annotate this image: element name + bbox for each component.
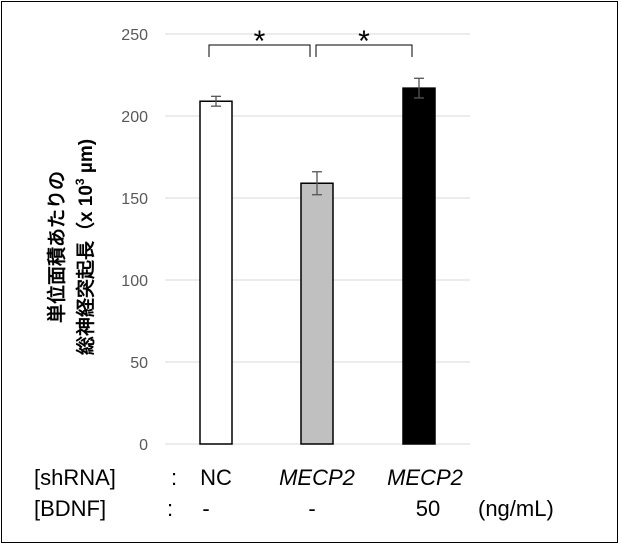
shrna-value-mecp2-bdnf: MECP2: [387, 465, 463, 490]
y-axis-label-line1: 単位面積あたりの: [45, 171, 68, 323]
bdnf-row: [BDNF] : - - 50 (ng/mL): [34, 496, 554, 521]
bars: [199, 87, 436, 445]
bdnf-value-3: 50: [416, 496, 440, 521]
y-tick-label-50: 50: [130, 355, 148, 372]
y-tick-label-0: 0: [139, 437, 148, 454]
significance-bracket-1: [208, 44, 311, 57]
y-tick-label-100: 100: [121, 273, 148, 290]
bar-1: [199, 100, 233, 445]
shrna-value-nc: NC: [200, 465, 232, 490]
bdnf-value-1: -: [202, 496, 209, 521]
y-axis-label-line2: 総神経突起長（x 103 µm): [73, 139, 97, 355]
bdnf-unit: (ng/mL): [478, 496, 554, 521]
bdnf-colon: :: [167, 496, 173, 521]
shrna-colon: :: [171, 465, 177, 490]
bdnf-value-2: -: [308, 496, 315, 521]
shrna-value-mecp2: MECP2: [279, 465, 355, 490]
significance-star-1: *: [254, 25, 266, 58]
bar-2: [300, 182, 334, 445]
y-tick-label-150: 150: [121, 191, 148, 208]
shrna-row: [shRNA] : NC MECP2 MECP2: [34, 465, 463, 490]
y-axis-label-superscript: 3: [73, 178, 87, 185]
y-axis-label: 単位面積あたりの 総神経突起長（x 103 µm): [45, 139, 97, 355]
error-bars: [211, 77, 424, 196]
y-tick-labels: 0 50 100 150 200 250: [121, 27, 148, 454]
significance-bracket-2: [315, 44, 413, 57]
y-tick-label-250: 250: [121, 27, 148, 44]
shrna-label: [shRNA]: [34, 465, 116, 490]
significance-brackets: * *: [208, 25, 413, 58]
significance-star-2: *: [358, 25, 370, 58]
bar-3: [402, 87, 436, 445]
bdnf-label: [BDNF]: [34, 496, 106, 521]
y-tick-label-200: 200: [121, 109, 148, 126]
